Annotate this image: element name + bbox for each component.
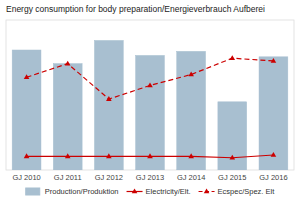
marker	[65, 153, 71, 158]
legend-item: Electricity/Elt.	[127, 187, 191, 196]
marker	[188, 72, 194, 77]
plot-frame	[6, 20, 294, 170]
bar	[94, 40, 123, 170]
bar	[218, 102, 247, 170]
marker	[106, 96, 112, 101]
legend-swatch	[26, 188, 40, 195]
bar	[53, 64, 82, 170]
legend-label: Electricity/Elt.	[146, 187, 191, 196]
marker	[24, 153, 30, 158]
title: Energy consumption for body preparation/…	[6, 4, 265, 14]
marker	[147, 153, 153, 158]
line	[27, 58, 274, 99]
x-tick-label: GJ 2013	[136, 173, 164, 182]
x-tick-label: GJ 2016	[259, 173, 287, 182]
marker	[147, 82, 153, 87]
x-tick-label: GJ 2015	[218, 173, 246, 182]
marker	[65, 61, 71, 66]
legend-label: Production/Produktion	[45, 187, 119, 196]
legend: Production/Produktion Electricity/Elt. Ecs…	[26, 187, 275, 196]
marker	[271, 152, 277, 157]
bar	[177, 51, 206, 170]
bar	[136, 55, 165, 170]
legend-item: Production/Produktion	[26, 187, 119, 196]
legend-item: Ecspec/Spez. Elt	[199, 187, 276, 196]
marker	[271, 58, 277, 63]
x-tick-label: GJ 2014	[177, 173, 205, 182]
marker	[188, 153, 194, 158]
x-tick-label: GJ 2011	[54, 173, 82, 182]
chart: Energy consumption for body preparation/…	[0, 0, 300, 200]
bar	[259, 57, 288, 170]
legend-marker	[204, 189, 210, 194]
legend-label: Ecspec/Spez. Elt	[218, 187, 276, 196]
bar	[12, 50, 41, 170]
x-tick-label: GJ 2012	[95, 173, 123, 182]
legend-marker	[132, 189, 138, 194]
marks	[12, 40, 288, 170]
x-tick-label: GJ 2010	[12, 173, 40, 182]
marker	[229, 155, 235, 160]
marker	[106, 153, 112, 158]
marker	[24, 74, 30, 79]
marker	[229, 55, 235, 60]
